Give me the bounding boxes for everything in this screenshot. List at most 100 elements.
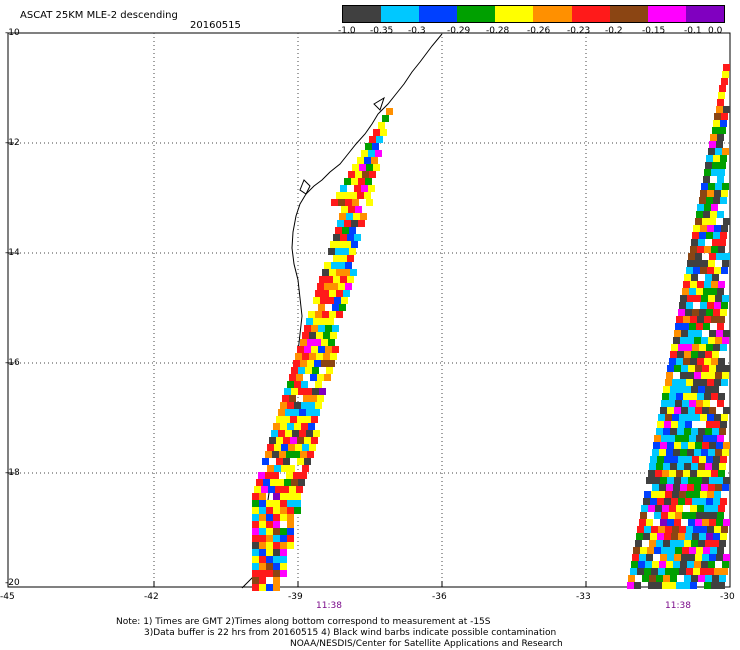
wind-cell bbox=[636, 533, 643, 540]
wind-cell bbox=[710, 211, 717, 218]
wind-cell bbox=[702, 442, 709, 449]
wind-cell bbox=[376, 136, 383, 143]
wind-cell bbox=[296, 486, 303, 493]
wind-cell bbox=[722, 372, 729, 379]
colorbar-tick-label: -0.15 bbox=[642, 26, 666, 36]
wind-cell bbox=[274, 465, 281, 472]
wind-cell bbox=[669, 358, 676, 365]
wind-cell bbox=[718, 246, 725, 253]
wind-cell bbox=[675, 435, 682, 442]
wind-cell bbox=[720, 533, 727, 540]
wind-cell bbox=[361, 185, 368, 192]
wind-cell bbox=[721, 526, 728, 533]
wind-cell bbox=[273, 542, 280, 549]
wind-cell bbox=[721, 78, 728, 85]
wind-cell bbox=[366, 164, 373, 171]
wind-cell bbox=[685, 498, 692, 505]
wind-cell bbox=[278, 409, 285, 416]
wind-cell bbox=[713, 498, 720, 505]
wind-cell bbox=[706, 421, 713, 428]
wind-cell bbox=[688, 519, 695, 526]
wind-cell bbox=[706, 498, 713, 505]
wind-cell bbox=[345, 199, 352, 206]
wind-cell bbox=[282, 486, 289, 493]
wind-cell bbox=[685, 344, 692, 351]
wind-cell bbox=[701, 561, 708, 568]
wind-cell bbox=[691, 575, 698, 582]
wind-cell bbox=[368, 185, 375, 192]
wind-cell bbox=[656, 428, 663, 435]
wind-cell bbox=[259, 570, 266, 577]
wind-cell bbox=[637, 568, 644, 575]
wind-cell bbox=[698, 575, 705, 582]
wind-cell bbox=[718, 505, 725, 512]
wind-cell bbox=[373, 129, 380, 136]
wind-cell bbox=[663, 428, 670, 435]
wind-cell bbox=[686, 491, 693, 498]
wind-cell bbox=[372, 143, 379, 150]
wind-cell bbox=[660, 477, 667, 484]
wind-cell bbox=[329, 311, 336, 318]
wind-cell bbox=[287, 507, 294, 514]
wind-cell bbox=[706, 197, 713, 204]
wind-cell bbox=[704, 470, 711, 477]
wind-cell bbox=[700, 414, 707, 421]
wind-cell bbox=[359, 164, 366, 171]
wind-cell bbox=[679, 414, 686, 421]
wind-cell bbox=[717, 99, 724, 106]
wind-cell bbox=[713, 120, 720, 127]
wind-cell bbox=[632, 554, 639, 561]
wind-cell bbox=[292, 409, 299, 416]
wind-cell bbox=[663, 540, 670, 547]
wind-cell bbox=[710, 288, 717, 295]
wind-cell bbox=[714, 526, 721, 533]
wind-cell bbox=[266, 514, 273, 521]
wind-cell bbox=[342, 227, 349, 234]
wind-cell bbox=[369, 136, 376, 143]
wind-cell bbox=[712, 274, 719, 281]
wind-cell bbox=[714, 302, 721, 309]
wind-cell bbox=[309, 444, 316, 451]
wind-cell bbox=[280, 507, 287, 514]
wind-cell bbox=[662, 582, 669, 589]
wind-cell bbox=[705, 540, 712, 547]
wind-cell bbox=[683, 316, 690, 323]
wind-cell bbox=[347, 234, 354, 241]
wind-cell bbox=[287, 514, 294, 521]
wind-cell bbox=[283, 458, 290, 465]
wind-cell bbox=[722, 561, 729, 568]
wind-cell bbox=[304, 437, 311, 444]
wind-cell bbox=[627, 582, 634, 589]
wind-cell bbox=[294, 500, 301, 507]
wind-cell bbox=[309, 332, 316, 339]
wind-cell bbox=[300, 451, 307, 458]
wind-cell bbox=[712, 162, 719, 169]
note-line-2: 3)Data buffer is 22 hrs from 20160515 4)… bbox=[144, 628, 557, 638]
wind-cell bbox=[685, 421, 692, 428]
wind-cell bbox=[688, 554, 695, 561]
wind-cell bbox=[723, 106, 730, 113]
wind-cell bbox=[697, 316, 704, 323]
wind-cell bbox=[299, 409, 306, 416]
wind-cell bbox=[266, 570, 273, 577]
wind-cell bbox=[703, 512, 710, 519]
wind-cell bbox=[709, 330, 716, 337]
wind-cell bbox=[718, 169, 725, 176]
wind-cell bbox=[258, 472, 265, 479]
wind-cell bbox=[652, 484, 659, 491]
wind-cell bbox=[295, 444, 302, 451]
wind-cell bbox=[701, 484, 708, 491]
wind-cell bbox=[694, 337, 701, 344]
wind-cell bbox=[287, 542, 294, 549]
wind-cell bbox=[276, 458, 283, 465]
wind-cell bbox=[662, 393, 669, 400]
wind-cell bbox=[696, 547, 703, 554]
wind-cell bbox=[697, 281, 704, 288]
wind-cell bbox=[307, 451, 314, 458]
wind-cell bbox=[273, 493, 280, 500]
wind-cell bbox=[284, 388, 291, 395]
wind-cell bbox=[689, 512, 696, 519]
wind-cell bbox=[681, 442, 688, 449]
wind-cell bbox=[696, 211, 703, 218]
wind-cell bbox=[682, 400, 689, 407]
